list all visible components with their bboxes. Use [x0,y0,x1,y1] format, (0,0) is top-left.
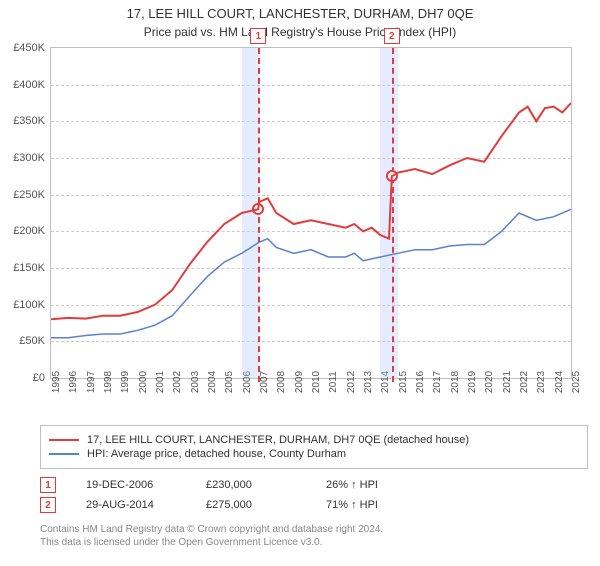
page-subtitle: Price paid vs. HM Land Registry's House … [0,25,600,39]
chart-wrap: £0£50K£100K£150K£200K£250K£300K£350K£400… [50,47,600,379]
legend-row: HPI: Average price, detached house, Coun… [49,448,579,460]
y-axis-label: £300K [13,152,45,164]
legend-label: 17, LEE HILL COURT, LANCHESTER, DURHAM, … [87,434,469,446]
y-axis-label: £450K [13,42,45,54]
sale-marker-index: 1 [250,28,266,44]
sale-row-date: 29-AUG-2014 [86,499,176,511]
sale-row-index: 1 [40,477,56,493]
legend: 17, LEE HILL COURT, LANCHESTER, DURHAM, … [40,425,588,469]
footer-line-2: This data is licensed under the Open Gov… [40,536,588,549]
sale-row: 2 29-AUG-2014 £275,000 71% ↑ HPI [40,497,588,513]
y-axis-label: £150K [13,262,45,274]
legend-swatch [49,439,79,441]
sale-row-date: 19-DEC-2006 [86,479,176,491]
sale-row-delta: 26% ↑ HPI [326,479,416,491]
footer: Contains HM Land Registry data © Crown c… [40,523,588,549]
y-axis-label: £0 [33,372,45,384]
series-line [51,103,571,319]
sale-marker: 2 [384,28,400,44]
sale-info: 1 19-DEC-2006 £230,000 26% ↑ HPI 2 29-AUG-201… [40,477,588,513]
sale-marker-index: 2 [384,28,400,44]
footer-line-1: Contains HM Land Registry data © Crown c… [40,523,588,536]
y-axis-label: £200K [13,225,45,237]
x-axis-label: 2025 [571,371,582,393]
y-axis-label: £350K [13,115,45,127]
y-axis-label: £250K [13,189,45,201]
chart-svg [51,48,571,378]
page-title: 17, LEE HILL COURT, LANCHESTER, DURHAM, … [0,6,600,21]
legend-row: 17, LEE HILL COURT, LANCHESTER, DURHAM, … [49,434,579,446]
series-line [51,209,571,337]
y-axis-label: £100K [13,299,45,311]
legend-label: HPI: Average price, detached house, Coun… [87,448,346,460]
sale-row-price: £230,000 [206,479,296,491]
sale-row-index: 2 [40,497,56,513]
sale-marker: 1 [250,28,266,44]
sale-row-price: £275,000 [206,499,296,511]
sale-row-delta: 71% ↑ HPI [326,499,416,511]
y-axis-label: £400K [13,79,45,91]
legend-swatch [49,453,79,455]
sale-row: 1 19-DEC-2006 £230,000 26% ↑ HPI [40,477,588,493]
price-chart: £0£50K£100K£150K£200K£250K£300K£350K£400… [50,47,572,379]
y-axis-label: £50K [19,335,45,347]
